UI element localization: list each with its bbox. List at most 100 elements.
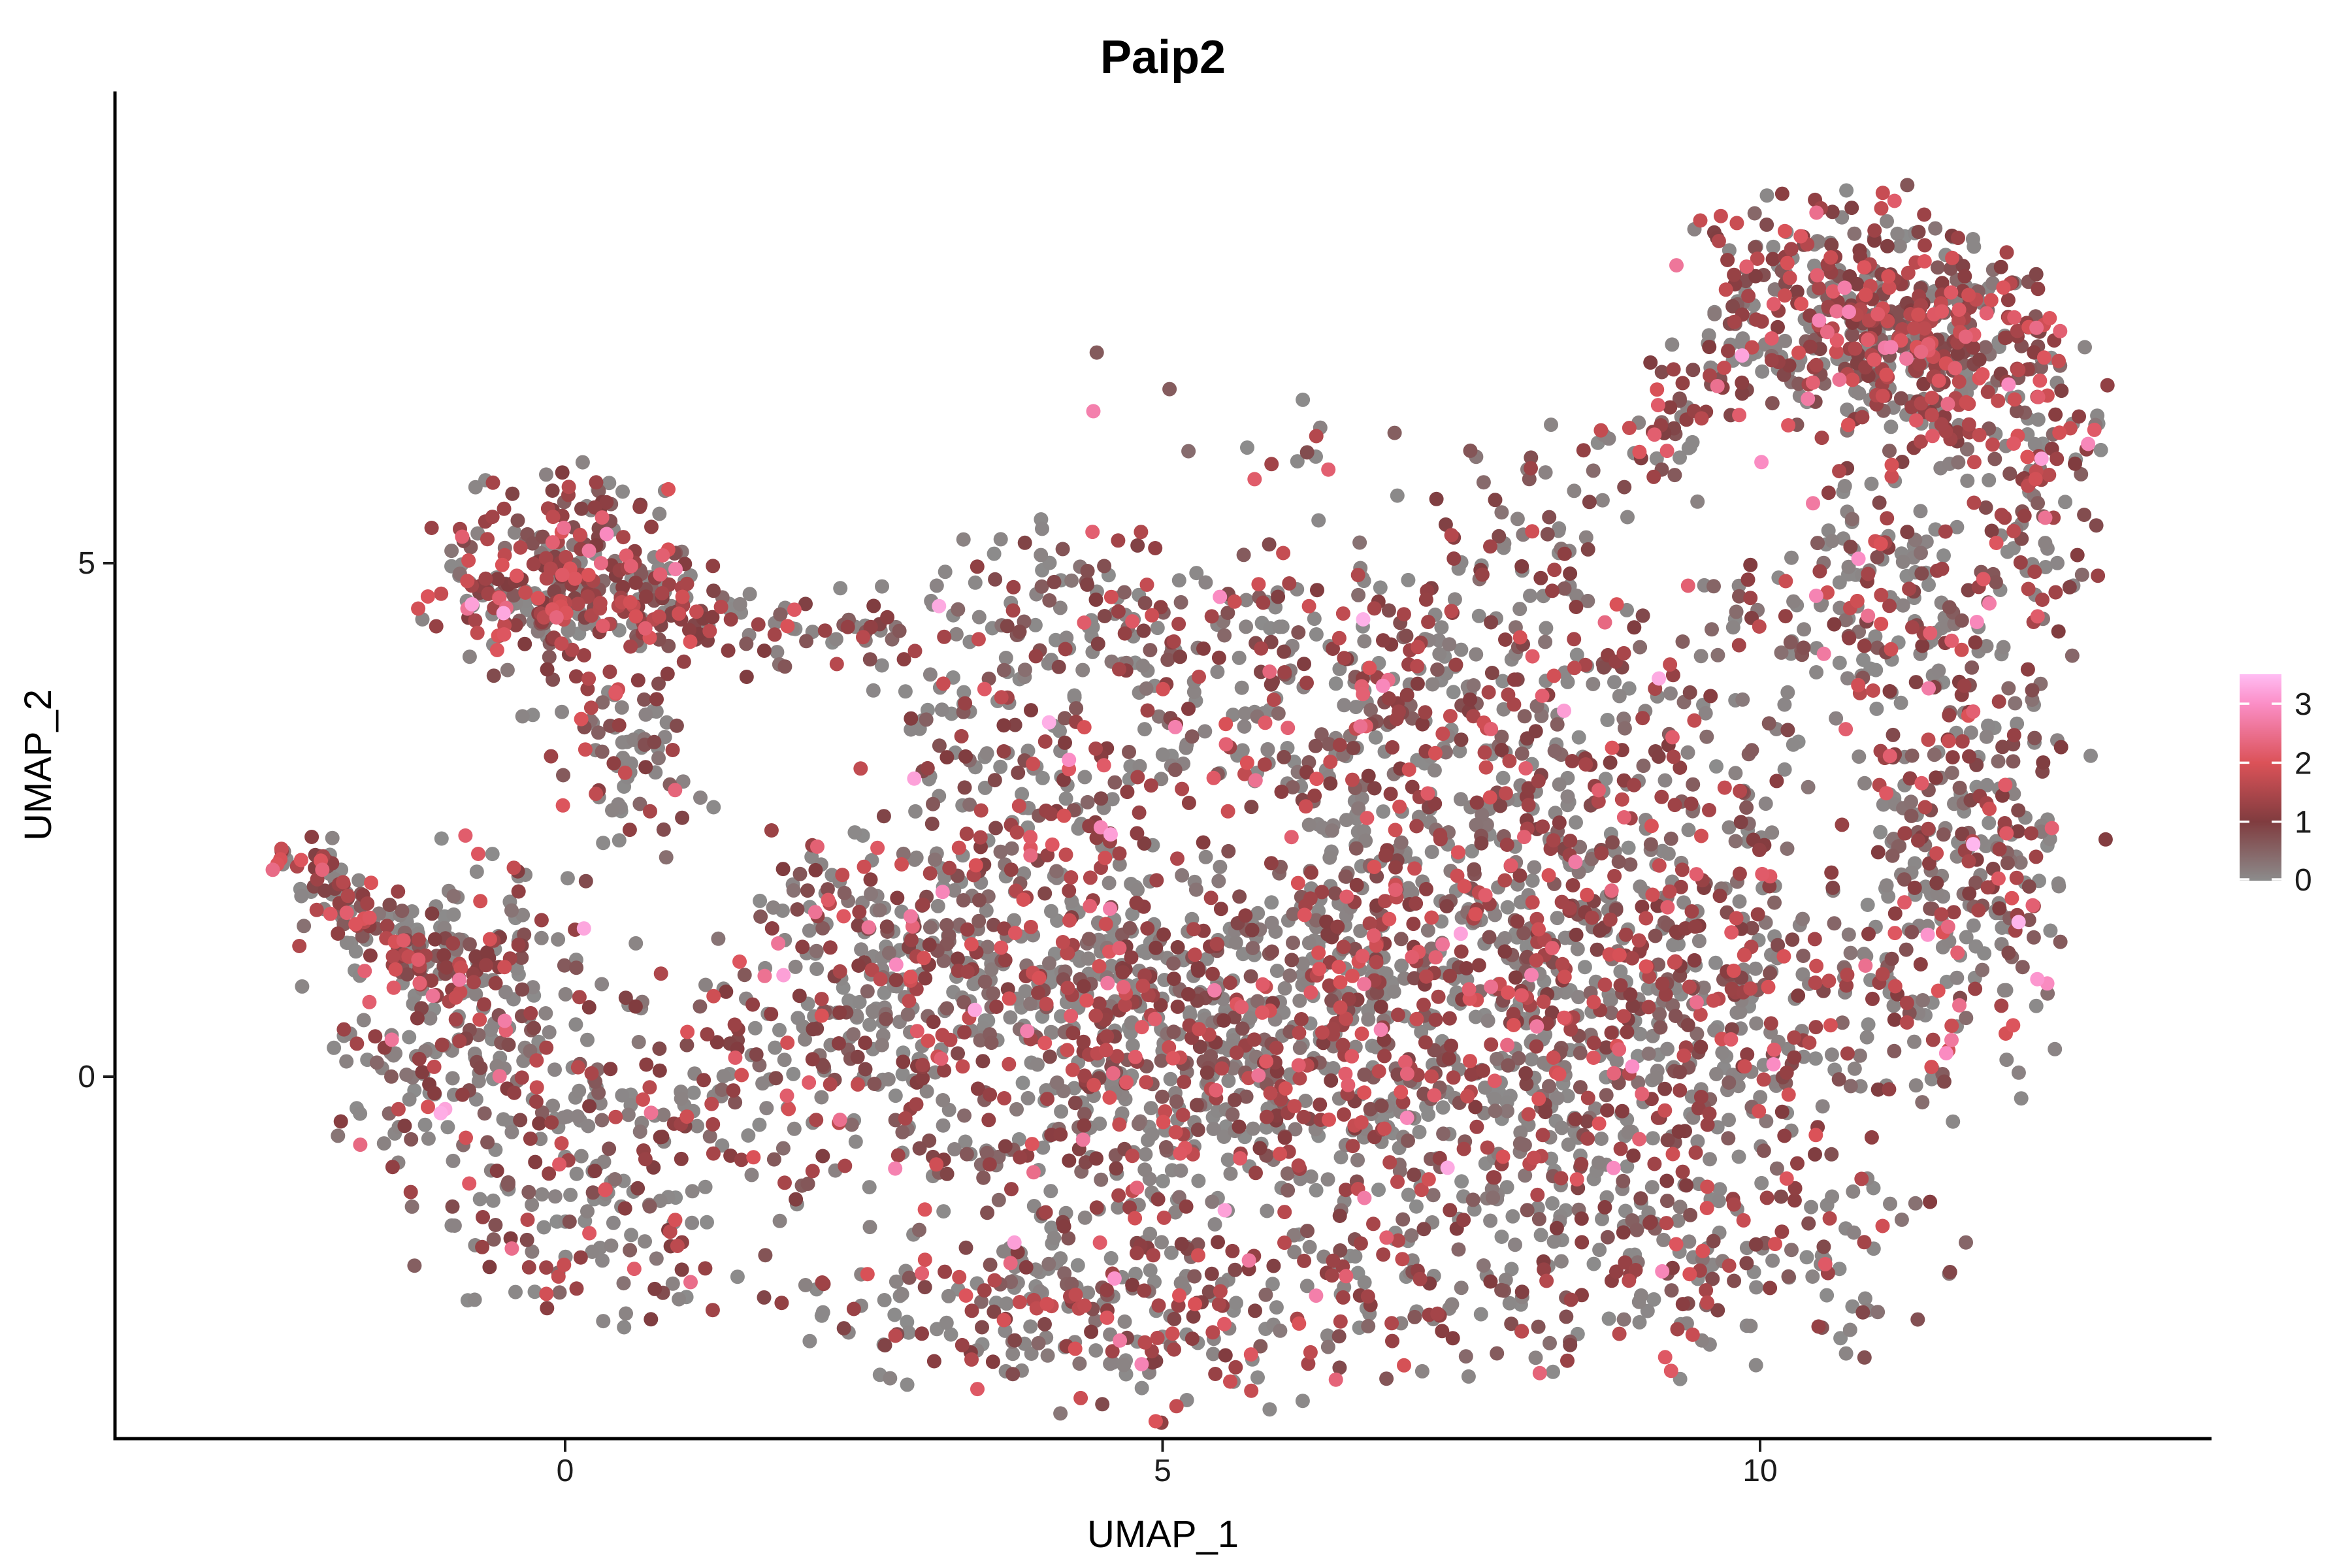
- cell-point: [1784, 1243, 1799, 1258]
- cell-point: [1547, 743, 1562, 759]
- cell-point: [986, 986, 1001, 1001]
- cell-point: [1017, 535, 1032, 550]
- cell-point: [895, 1125, 910, 1139]
- cell-point: [660, 666, 675, 681]
- cell-point: [2029, 267, 2044, 282]
- cell-point: [1363, 1102, 1378, 1117]
- cell-point: [1433, 832, 1448, 847]
- cell-point: [1688, 919, 1703, 934]
- cell-point: [686, 1085, 701, 1100]
- cell-point: [515, 907, 531, 923]
- cell-point: [1465, 843, 1479, 858]
- cell-point: [1181, 795, 1196, 810]
- cell-point: [1893, 391, 1908, 406]
- cell-point: [534, 930, 549, 945]
- cell-point: [1366, 1217, 1380, 1232]
- cell-point: [1328, 886, 1343, 901]
- cell-point: [1416, 1222, 1431, 1237]
- cell-point: [1841, 927, 1856, 942]
- cell-point: [1456, 1213, 1471, 1228]
- cell-point: [1721, 344, 1735, 359]
- cell-point: [866, 598, 881, 613]
- cell-point: [958, 1134, 973, 1149]
- cell-point: [1441, 1051, 1456, 1066]
- cell-point: [1998, 331, 2012, 346]
- cell-point: [1621, 840, 1636, 855]
- cell-point: [950, 951, 965, 966]
- cell-point: [1301, 1356, 1316, 1371]
- cell-point: [1256, 595, 1271, 610]
- cell-point: [1320, 1328, 1335, 1343]
- cell-point: [1361, 768, 1376, 783]
- cell-point: [1554, 1171, 1569, 1186]
- cell-point: [862, 652, 877, 667]
- cell-point: [923, 667, 938, 682]
- cell-point: [674, 1091, 689, 1106]
- cell-point: [480, 1135, 495, 1150]
- cell-point: [1569, 588, 1584, 603]
- cell-point: [652, 1041, 667, 1056]
- cell-point: [647, 734, 662, 749]
- cell-point: [1301, 817, 1316, 832]
- cell-point: [1326, 1061, 1341, 1075]
- cell-point: [802, 1333, 817, 1348]
- cell-point: [1531, 774, 1546, 789]
- cell-point: [1675, 376, 1690, 391]
- cell-point: [1679, 1178, 1694, 1193]
- cell-point: [1501, 687, 1516, 702]
- cell-point: [1058, 735, 1072, 750]
- cell-point: [1011, 765, 1026, 780]
- cell-point: [1103, 1250, 1119, 1266]
- cell-point: [339, 1054, 354, 1069]
- cell-point: [1412, 1124, 1427, 1139]
- cell-point: [1895, 555, 1910, 569]
- cell-point: [485, 510, 500, 525]
- cell-point: [1968, 875, 1983, 890]
- cell-point: [942, 860, 957, 875]
- cell-point: [929, 578, 944, 593]
- cell-point: [1728, 766, 1743, 781]
- cell-point: [2021, 879, 2036, 894]
- cell-point: [1494, 729, 1509, 744]
- cell-point: [1633, 1026, 1648, 1041]
- cell-point: [1787, 1050, 1802, 1065]
- cell-point: [488, 1218, 503, 1232]
- cell-point: [1699, 729, 1714, 744]
- cell-point: [1018, 984, 1033, 999]
- cell-point: [1432, 1151, 1447, 1166]
- cell-point: [603, 1062, 618, 1077]
- cell-point: [638, 589, 653, 604]
- cell-point: [498, 985, 513, 1000]
- cell-point: [1196, 835, 1211, 850]
- cell-point: [2038, 536, 2053, 551]
- cell-point: [768, 1071, 783, 1086]
- cell-point: [1749, 312, 1763, 327]
- cell-point: [445, 1199, 460, 1214]
- cell-point: [1739, 800, 1754, 815]
- cell-point: [1673, 760, 1688, 775]
- cell-point: [1137, 1283, 1152, 1298]
- cell-point: [1968, 635, 1983, 650]
- cell-point: [1269, 1041, 1284, 1055]
- cell-point: [1568, 1112, 1583, 1126]
- cell-point: [1234, 680, 1249, 695]
- cell-point: [755, 1076, 770, 1091]
- cell-point: [889, 973, 904, 988]
- cell-point: [1684, 904, 1699, 919]
- cell-point: [1259, 1109, 1274, 1124]
- cell-point: [1996, 640, 2011, 655]
- cell-point: [979, 1145, 994, 1160]
- cell-point: [1290, 454, 1305, 469]
- cell-point: [841, 993, 857, 1008]
- cell-point: [1264, 677, 1279, 692]
- cell-point: [368, 1029, 383, 1044]
- cell-point: [595, 744, 610, 759]
- cell-point: [2062, 580, 2077, 595]
- cell-point: [1009, 1102, 1024, 1117]
- cell-point: [1269, 1300, 1284, 1315]
- cell-point: [951, 602, 966, 617]
- cell-point: [1277, 749, 1292, 764]
- cell-point: [1759, 1190, 1774, 1205]
- cell-point: [397, 1119, 412, 1134]
- cell-point: [788, 959, 803, 974]
